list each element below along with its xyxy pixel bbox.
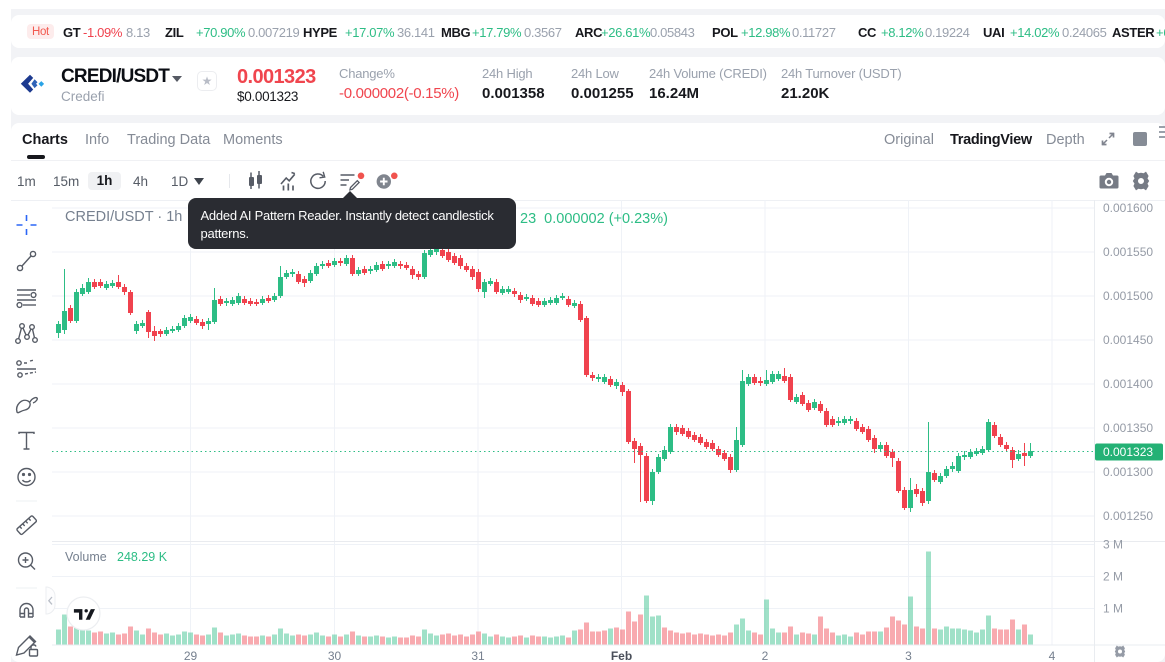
svg-text:0.001550: 0.001550	[1103, 245, 1153, 259]
svg-text:0.001400: 0.001400	[1103, 377, 1153, 391]
svg-text:2 M: 2 M	[1103, 570, 1123, 584]
svg-text:3: 3	[905, 649, 912, 662]
svg-text:0.001350: 0.001350	[1103, 421, 1153, 435]
svg-text:0.001600: 0.001600	[1103, 201, 1153, 215]
svg-text:1 M: 1 M	[1103, 602, 1123, 616]
svg-text:0.001450: 0.001450	[1103, 333, 1153, 347]
svg-text:0.001250: 0.001250	[1103, 509, 1153, 523]
svg-text:31: 31	[471, 649, 485, 662]
svg-text:4: 4	[1049, 649, 1056, 662]
svg-text:0.001323: 0.001323	[1103, 445, 1153, 459]
svg-text:29: 29	[184, 649, 198, 662]
svg-text:0.001500: 0.001500	[1103, 289, 1153, 303]
svg-text:Feb: Feb	[611, 649, 632, 662]
svg-text:2: 2	[762, 649, 769, 662]
svg-text:0.001300: 0.001300	[1103, 465, 1153, 479]
svg-text:3 M: 3 M	[1103, 538, 1123, 552]
svg-text:30: 30	[328, 649, 342, 662]
